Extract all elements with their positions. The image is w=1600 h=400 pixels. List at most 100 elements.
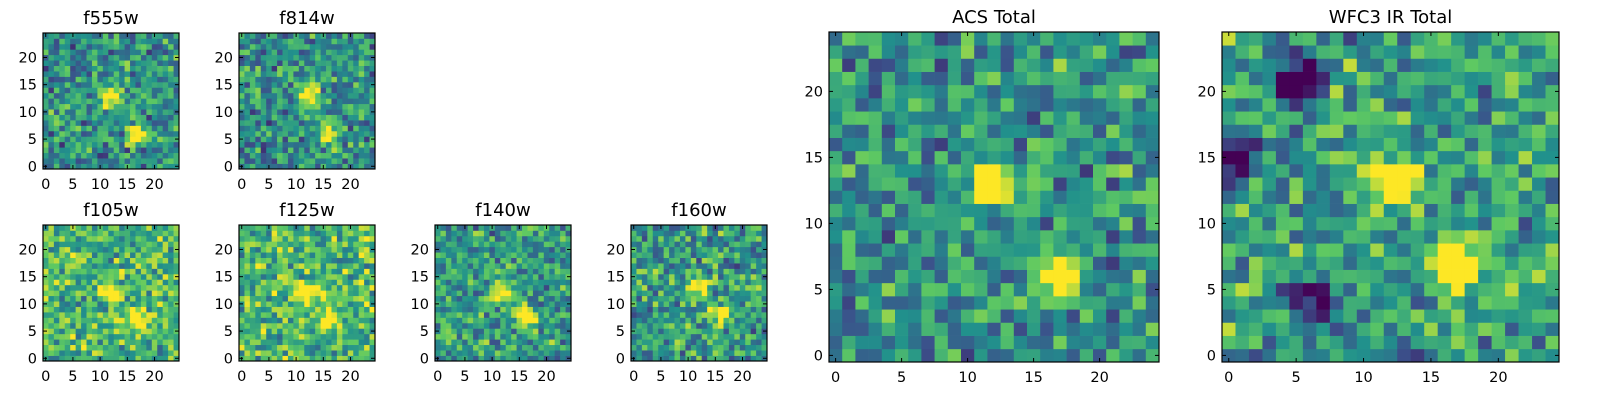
heatmap-cell xyxy=(260,103,267,110)
heatmap-cell xyxy=(53,49,60,56)
heatmap-cell xyxy=(734,268,741,275)
heatmap-cell xyxy=(669,339,675,346)
heatmap-cell xyxy=(745,284,752,291)
heatmap-cell xyxy=(86,125,93,132)
heatmap-cell xyxy=(102,355,109,362)
heatmap-cell xyxy=(124,147,131,154)
heatmap-cell xyxy=(881,203,896,218)
heatmap-cell xyxy=(86,60,93,66)
heatmap-cell xyxy=(75,130,82,137)
heatmap-cell xyxy=(560,263,566,269)
heatmap-cell xyxy=(636,241,643,248)
heatmap-cell xyxy=(756,252,762,258)
heatmap-cell xyxy=(277,230,283,237)
heatmap-cell xyxy=(282,130,289,137)
heatmap-cell xyxy=(696,268,703,275)
heatmap-cell xyxy=(151,333,158,340)
heatmap-cell xyxy=(271,125,278,132)
heatmap-cell xyxy=(1145,124,1160,138)
heatmap-cell xyxy=(1532,230,1546,244)
heatmap-cell xyxy=(304,54,311,61)
heatmap-cell xyxy=(1145,322,1160,336)
heatmap-cell xyxy=(1410,269,1425,284)
axes-frame xyxy=(238,224,376,362)
heatmap-cell xyxy=(1302,296,1317,310)
heatmap-cell xyxy=(1106,216,1120,231)
heatmap-cell xyxy=(315,65,321,72)
heatmap-cell xyxy=(489,301,496,307)
heatmap-cell xyxy=(723,273,730,280)
heatmap-cell xyxy=(712,268,719,275)
heatmap-cell xyxy=(934,243,949,257)
heatmap-cell xyxy=(947,124,962,138)
heatmap-cell xyxy=(494,263,501,269)
heatmap-cell xyxy=(718,246,724,253)
heatmap-cell xyxy=(64,152,71,159)
heatmap-cell xyxy=(516,333,523,340)
heatmap-cell xyxy=(1275,348,1290,363)
heatmap-cell xyxy=(102,54,109,61)
heatmap-cell xyxy=(750,284,757,291)
heatmap-cell xyxy=(868,296,883,310)
heatmap-cell xyxy=(1119,71,1133,86)
heatmap-cell xyxy=(961,111,975,125)
heatmap-cell xyxy=(364,295,370,302)
heatmap-cell xyxy=(658,263,664,269)
heatmap-cell xyxy=(527,350,534,356)
heatmap-cell xyxy=(320,120,327,126)
heatmap-cell xyxy=(1079,45,1094,59)
heatmap-cell xyxy=(451,333,458,340)
heatmap-cell xyxy=(162,141,169,148)
heatmap-cell xyxy=(1343,243,1358,257)
heatmap-cell xyxy=(293,350,300,356)
heatmap-cell xyxy=(1505,190,1519,204)
heatmap-cell xyxy=(554,295,561,302)
heatmap-cell xyxy=(331,147,338,154)
heatmap-cell xyxy=(538,312,545,318)
heatmap-cell xyxy=(701,268,708,275)
heatmap-cell xyxy=(674,241,681,248)
heatmap-cell xyxy=(522,355,528,362)
heatmap-cell xyxy=(1235,322,1250,336)
heatmap-cell xyxy=(81,263,87,269)
heatmap-cell xyxy=(342,163,349,170)
heatmap-cell xyxy=(669,344,675,351)
heatmap-cell xyxy=(293,120,300,126)
heatmap-cell xyxy=(1329,190,1344,204)
heatmap-cell xyxy=(48,312,55,318)
heatmap-cell xyxy=(489,295,496,302)
heatmap-cell xyxy=(1410,322,1425,336)
heatmap-cell xyxy=(451,350,458,356)
heatmap-cell xyxy=(244,92,251,99)
heatmap-cell xyxy=(342,306,349,313)
heatmap-cell xyxy=(451,235,458,242)
heatmap-cell xyxy=(1119,137,1133,152)
heatmap-cell xyxy=(135,328,142,335)
heatmap-cell xyxy=(48,328,55,335)
heatmap-cell xyxy=(1545,243,1560,257)
heatmap-cell xyxy=(674,279,681,286)
heatmap-cell xyxy=(462,322,468,329)
heatmap-cell xyxy=(249,355,256,362)
heatmap-cell xyxy=(1066,111,1081,125)
heatmap-cell xyxy=(157,158,164,164)
heatmap-cell xyxy=(91,125,98,132)
heatmap-cell xyxy=(538,306,545,313)
heatmap-cell xyxy=(456,268,463,275)
heatmap-cell xyxy=(304,38,311,45)
heatmap-cell xyxy=(277,43,283,50)
heatmap-cell xyxy=(1235,269,1250,284)
heatmap-cell xyxy=(445,328,452,335)
heatmap-cell xyxy=(1145,45,1160,59)
heatmap-cell xyxy=(151,60,158,66)
heatmap-cell xyxy=(97,141,104,148)
heatmap-cell xyxy=(353,328,360,335)
heatmap-cell xyxy=(522,306,528,313)
heatmap-cell xyxy=(157,109,164,115)
heatmap-cell xyxy=(1383,282,1398,297)
heatmap-cell xyxy=(685,263,692,269)
heatmap-cell xyxy=(244,136,251,143)
heatmap-cell xyxy=(1302,203,1317,218)
heatmap-cell xyxy=(750,290,757,297)
heatmap-cell xyxy=(745,290,752,297)
